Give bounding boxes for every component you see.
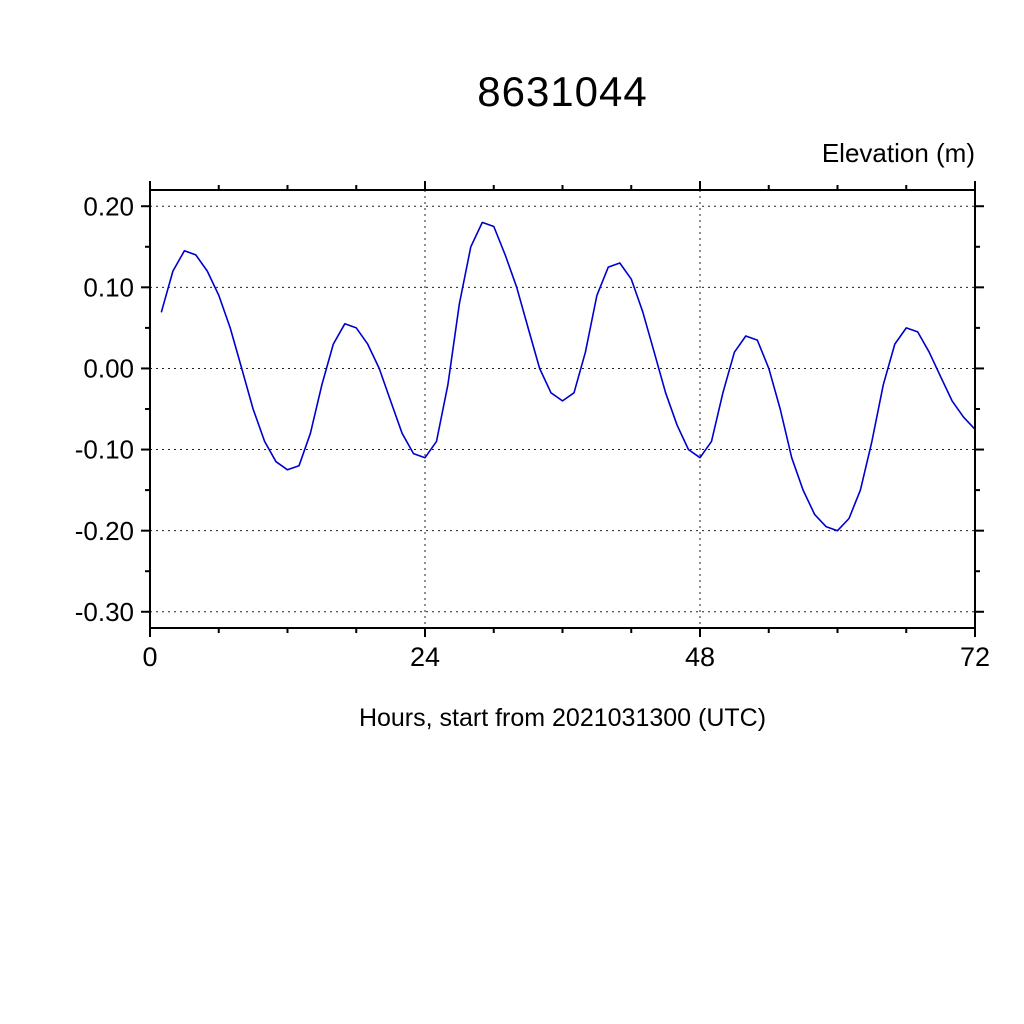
x-axis-label: Hours, start from 2021031300 (UTC) [358, 704, 767, 732]
x-tick-label: 72 [960, 642, 990, 672]
y-tick-label: -0.30 [75, 597, 134, 627]
y-tick-label: 0.20 [83, 191, 134, 221]
x-tick-label: 0 [142, 642, 157, 672]
elevation-series-line [160, 221, 976, 532]
x-tick-label: 48 [685, 642, 715, 672]
y-tick-label: 0.00 [83, 354, 134, 384]
chart-title: 8631044 [477, 68, 648, 115]
y-tick-label: -0.10 [75, 435, 134, 465]
x-tick-label: 24 [410, 642, 440, 672]
plot-frame [149, 189, 976, 629]
y-tick-label: -0.20 [75, 516, 134, 546]
y-tick-label: 0.10 [83, 272, 134, 302]
elevation-axis-label: Elevation (m) [821, 138, 975, 168]
